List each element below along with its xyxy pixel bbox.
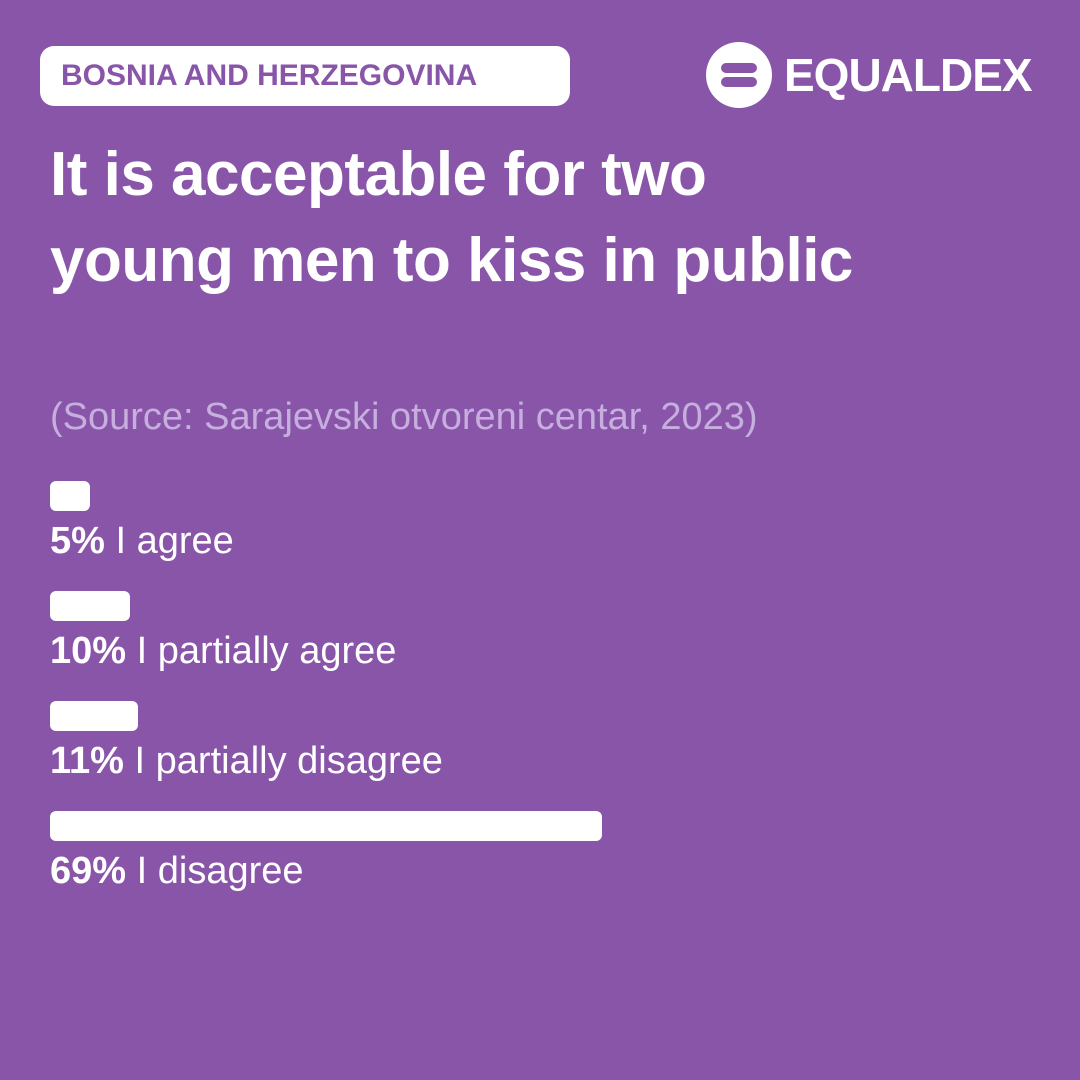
- category-label: I partially agree: [136, 630, 397, 672]
- bar: [50, 811, 602, 841]
- country-name: BOSNIA AND HERZEGOVINA: [61, 59, 478, 92]
- value-label: 10%: [50, 630, 127, 672]
- source: (Source: Sarajevski otvoreni centar, 202…: [50, 396, 758, 438]
- bar-label: 10% I partially agree: [50, 629, 396, 673]
- value-label: 5%: [50, 520, 105, 562]
- bar-label: 5% I agree: [50, 519, 234, 563]
- bar: [50, 591, 130, 621]
- chart-title: It is acceptable for two young men to ki…: [50, 140, 853, 295]
- logo-icon: [706, 42, 772, 108]
- brand: EQUALDEX: [784, 49, 1033, 101]
- value-label: 11%: [50, 740, 124, 782]
- value-label: 69%: [50, 850, 127, 892]
- bar: [50, 481, 90, 511]
- category-label: I disagree: [136, 850, 304, 892]
- bar-label: 11% I partially disagree: [50, 739, 443, 783]
- category-label: I agree: [115, 520, 234, 562]
- bar: [50, 701, 138, 731]
- category-label: I partially disagree: [134, 740, 443, 782]
- country-tag: BOSNIA AND HERZEGOVINA: [40, 46, 570, 106]
- bar-label: 69% I disagree: [50, 849, 304, 893]
